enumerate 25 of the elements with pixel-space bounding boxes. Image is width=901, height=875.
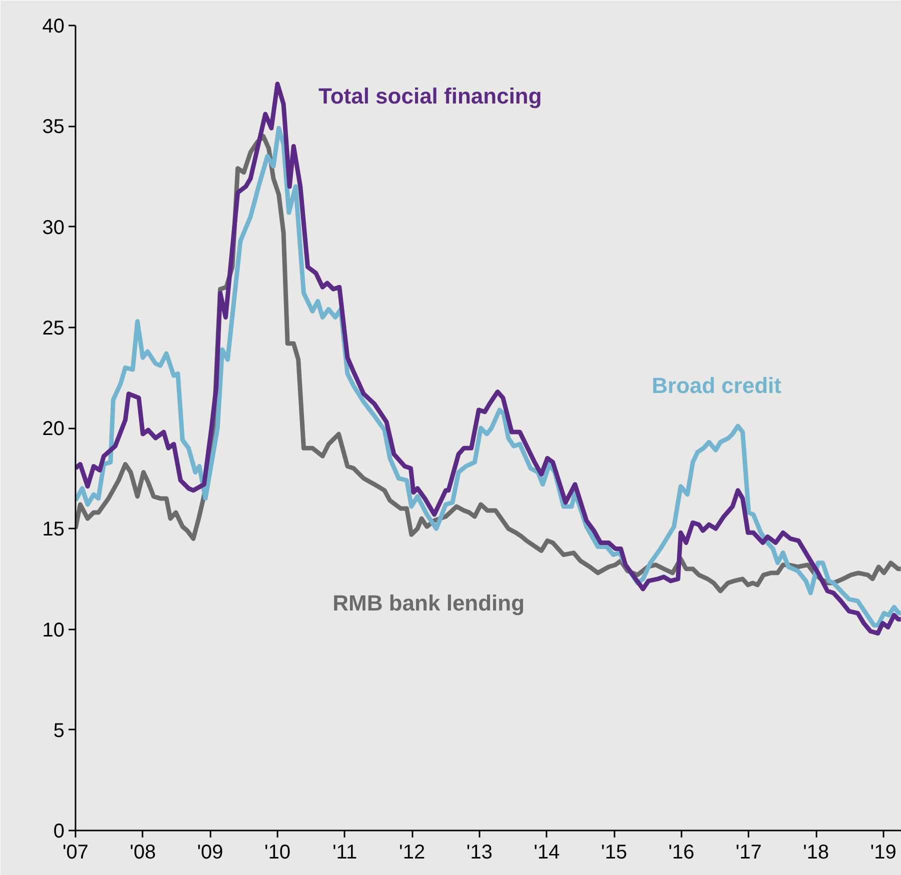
x-tick-label: '17 <box>736 842 762 864</box>
x-tick-label: '14 <box>534 842 560 864</box>
y-tick-label: 40 <box>42 16 65 38</box>
y-tick-label: 10 <box>42 619 65 642</box>
x-tick-label: '13 <box>466 842 492 864</box>
y-tick-label: 20 <box>42 418 65 440</box>
series-label: RMB bank lending <box>332 590 525 616</box>
text: Broad credit <box>652 373 782 398</box>
y-tick-label: 35 <box>42 116 65 138</box>
y-tick-label: 25 <box>42 317 65 340</box>
x-tick-label: '11 <box>332 842 358 864</box>
x-tick-label: '15 <box>601 842 628 864</box>
x-tick-label: '16 <box>668 842 694 864</box>
x-tick-label: '19 <box>870 842 896 864</box>
x-tick-label: '10 <box>264 842 290 864</box>
x-tick-label: '09 <box>197 842 224 864</box>
series-label: Total social financing <box>318 83 542 108</box>
y-tick-label: 5 <box>53 720 64 742</box>
x-tick-label: '18 <box>802 842 830 864</box>
x-tick-label: '07 <box>62 842 89 864</box>
y-tick-label: 0 <box>53 820 64 842</box>
x-tick-label: '08 <box>130 842 156 864</box>
y-tick-label: 15 <box>42 518 65 541</box>
x-tick-label: '12 <box>399 842 426 864</box>
y-tick-label: 30 <box>42 216 65 239</box>
